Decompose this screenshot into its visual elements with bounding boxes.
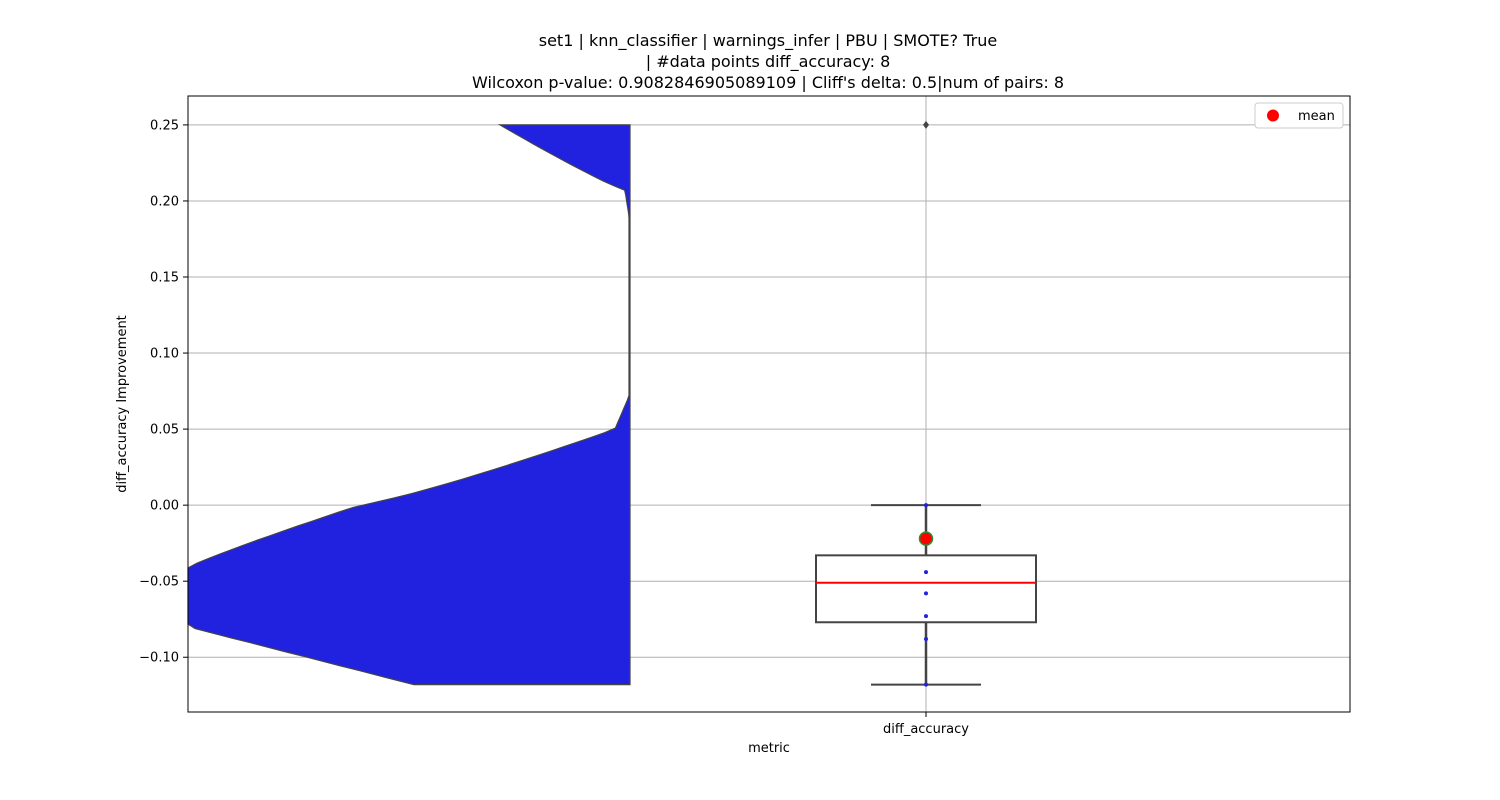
title-line-2: | #data points diff_accuracy: 8 [646,52,891,72]
data-points [918,503,934,687]
y-tick-label: 0.25 [150,118,179,133]
mean-marker [918,531,934,546]
title-line-3: Wilcoxon p-value: 0.9082846905089109 | C… [472,73,1064,92]
iqr-box [815,554,1037,624]
y-axis-label: diff_accuracy Improvement [115,315,130,493]
y-axis-ticks: −0.10 −0.05 0.00 0.05 0.10 0.15 0.20 0.25 [139,118,188,666]
data-point [924,636,928,641]
data-point [924,570,928,575]
x-tick-label: diff_accuracy [883,722,969,737]
y-tick-label: −0.10 [139,651,179,666]
legend-box [1254,102,1344,129]
x-axis-label: metric [748,741,790,756]
data-point [924,614,928,619]
y-tick-label: 0.10 [150,347,179,362]
legend-mean-label: mean [1298,109,1335,124]
y-tick-label: 0.20 [150,194,179,209]
axes-frame [187,95,1351,713]
legend: mean [1254,102,1344,129]
y-tick-label: 0.05 [150,423,179,438]
legend-mean-marker [1267,109,1279,122]
data-point [924,503,928,508]
chart-title: set1 | knn_classifier | warnings_infer |… [472,31,1064,92]
data-point [924,682,928,687]
y-tick-label: 0.15 [150,270,179,285]
outlier-marker [923,120,929,129]
boxplot-diff-accuracy [815,120,1037,686]
y-tick-label: −0.05 [139,575,179,590]
y-tick-label: 0.00 [150,499,179,514]
data-point [924,591,928,596]
x-axis-ticks: diff_accuracy [883,712,969,737]
title-line-1: set1 | knn_classifier | warnings_infer |… [539,31,997,51]
